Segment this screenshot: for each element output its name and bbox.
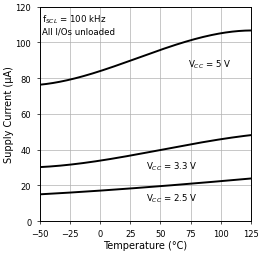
Text: V$_{CC}$ = 3.3 V: V$_{CC}$ = 3.3 V — [146, 160, 198, 172]
Text: f$_{SCL}$ = 100 kHz: f$_{SCL}$ = 100 kHz — [42, 13, 107, 25]
Text: V$_{CC}$ = 5 V: V$_{CC}$ = 5 V — [188, 58, 232, 71]
Y-axis label: Supply Current (μA): Supply Current (μA) — [4, 66, 14, 163]
Text: All I/Os unloaded: All I/Os unloaded — [42, 27, 115, 36]
X-axis label: Temperature (°C): Temperature (°C) — [103, 240, 187, 250]
Text: V$_{CC}$ = 2.5 V: V$_{CC}$ = 2.5 V — [146, 192, 198, 204]
